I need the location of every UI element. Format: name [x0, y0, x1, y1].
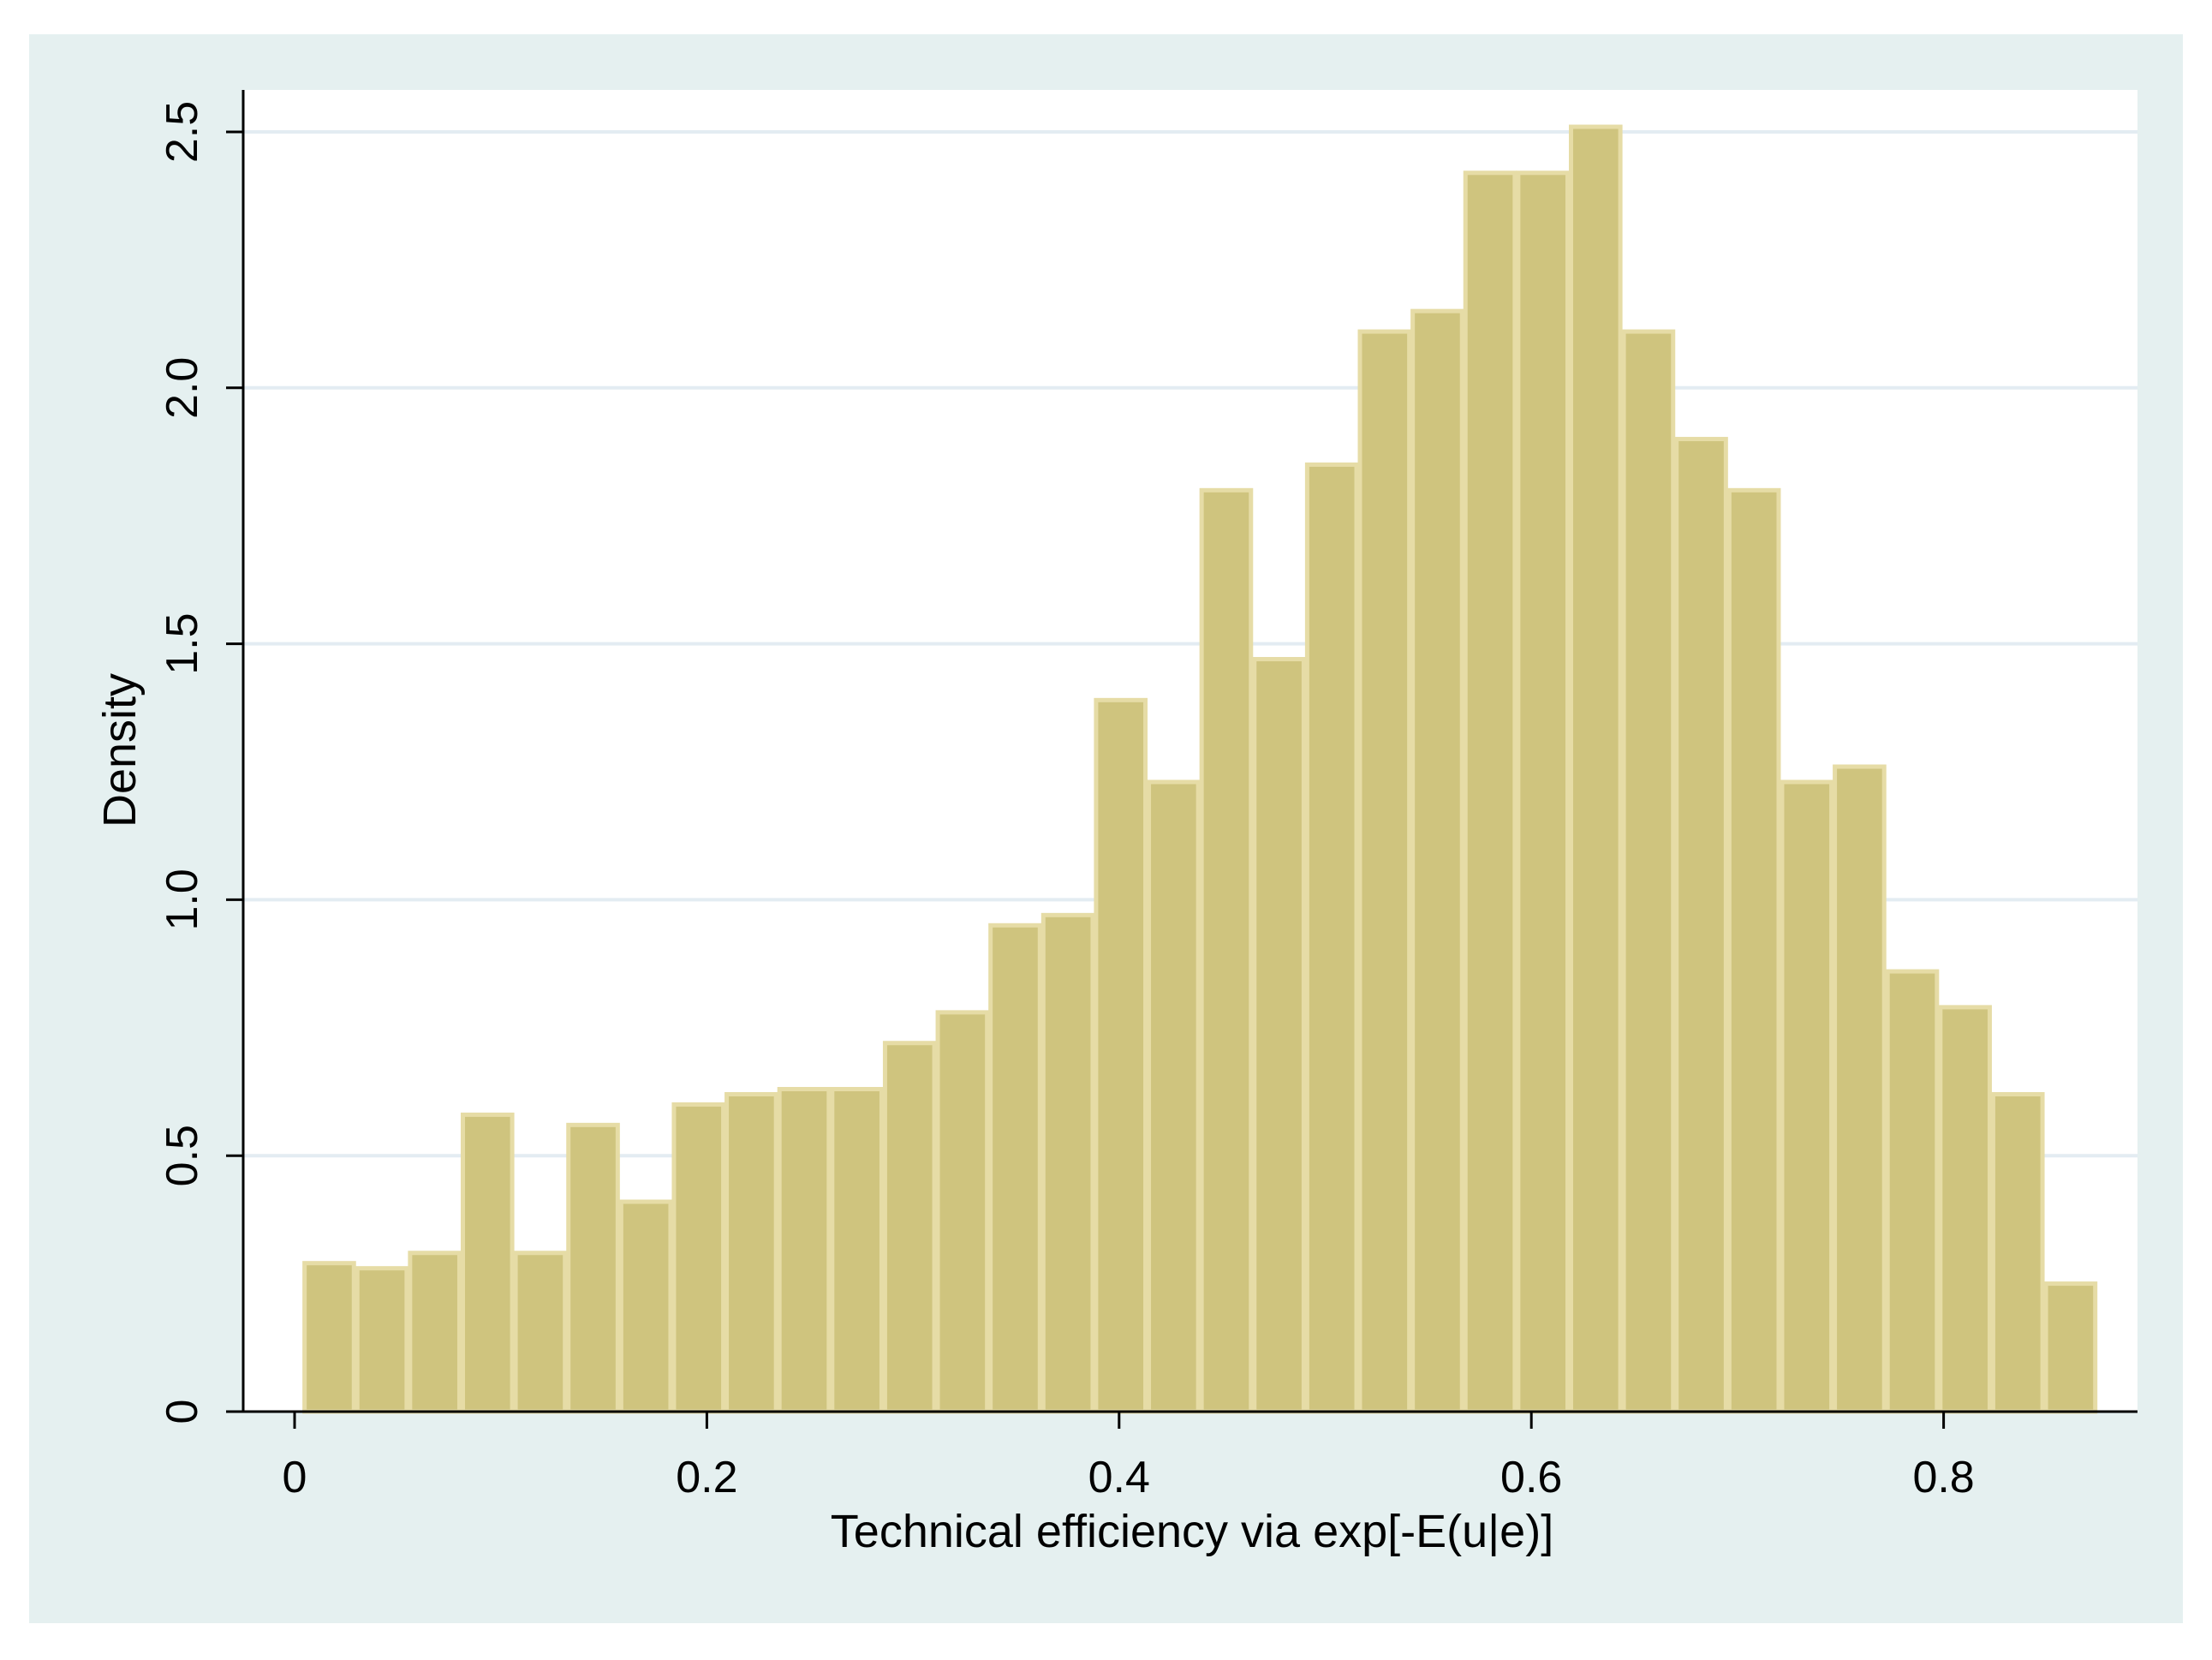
histogram-bar-23: [1516, 170, 1570, 1414]
histogram-bar-30: [1885, 969, 1940, 1414]
histogram-bar-31: [1938, 1005, 1992, 1414]
x-axis-title: Technical efficiency via exp[-E(u|e)]: [831, 1506, 1553, 1557]
histogram-bar-5: [566, 1122, 620, 1414]
y-tick-label-2: 1.0: [158, 869, 207, 930]
x-tick-label-4: 0.8: [1912, 1453, 1974, 1502]
histogram-bar-32: [1990, 1091, 2045, 1414]
x-tick-label-0: 0: [283, 1453, 307, 1502]
histogram-bar-6: [618, 1199, 673, 1414]
histogram-bar-4: [513, 1251, 568, 1414]
x-tick-label-3: 0.6: [1500, 1453, 1562, 1502]
histogram-bar-18: [1252, 657, 1306, 1414]
x-axis-ticks: 0 0.2 0.4 0.6 0.8: [283, 1412, 1975, 1502]
histogram-bar-26: [1674, 437, 1728, 1414]
y-axis-ticks: 0 0.5 1.0 1.5 2.0 2.5: [158, 101, 243, 1424]
histogram-bar-7: [671, 1102, 726, 1414]
histogram-bar-24: [1568, 124, 1623, 1414]
histogram-bar-15: [1094, 697, 1148, 1414]
histogram-bar-27: [1726, 487, 1781, 1414]
y-tick-label-4: 2.0: [158, 357, 207, 419]
histogram-bar-25: [1621, 329, 1676, 1414]
y-tick-label-0: 0: [158, 1400, 207, 1424]
y-tick-label-3: 1.5: [158, 612, 207, 674]
histogram-bar-19: [1304, 462, 1359, 1414]
histogram-bar-2: [408, 1251, 462, 1414]
histogram-bar-11: [882, 1041, 937, 1414]
histogram-bar-9: [777, 1087, 832, 1414]
histogram-bar-20: [1357, 329, 1412, 1414]
histogram-bar-14: [1040, 912, 1095, 1414]
y-axis-title: Density: [94, 673, 146, 827]
histogram-bar-1: [355, 1266, 409, 1414]
histogram-bar-17: [1199, 487, 1254, 1414]
histogram-bar-29: [1833, 764, 1887, 1414]
histogram-bar-3: [460, 1112, 515, 1414]
histogram-bar-8: [724, 1091, 778, 1414]
histogram-bar-16: [1147, 779, 1201, 1414]
histogram-bar-22: [1463, 170, 1517, 1414]
histogram-bar-21: [1410, 308, 1464, 1414]
histogram-bar-12: [935, 1010, 990, 1414]
histogram-bar-28: [1780, 779, 1834, 1414]
histogram-bar-10: [830, 1087, 884, 1414]
x-tick-label-2: 0.4: [1088, 1453, 1150, 1502]
histogram-bar-0: [302, 1261, 356, 1414]
y-tick-label-5: 2.5: [158, 101, 207, 163]
histogram-bar-33: [2043, 1281, 2098, 1414]
axes: [241, 90, 2137, 1413]
histogram-bar-13: [988, 923, 1042, 1414]
y-tick-label-1: 0.5: [158, 1125, 207, 1186]
x-tick-label-1: 0.2: [676, 1453, 737, 1502]
